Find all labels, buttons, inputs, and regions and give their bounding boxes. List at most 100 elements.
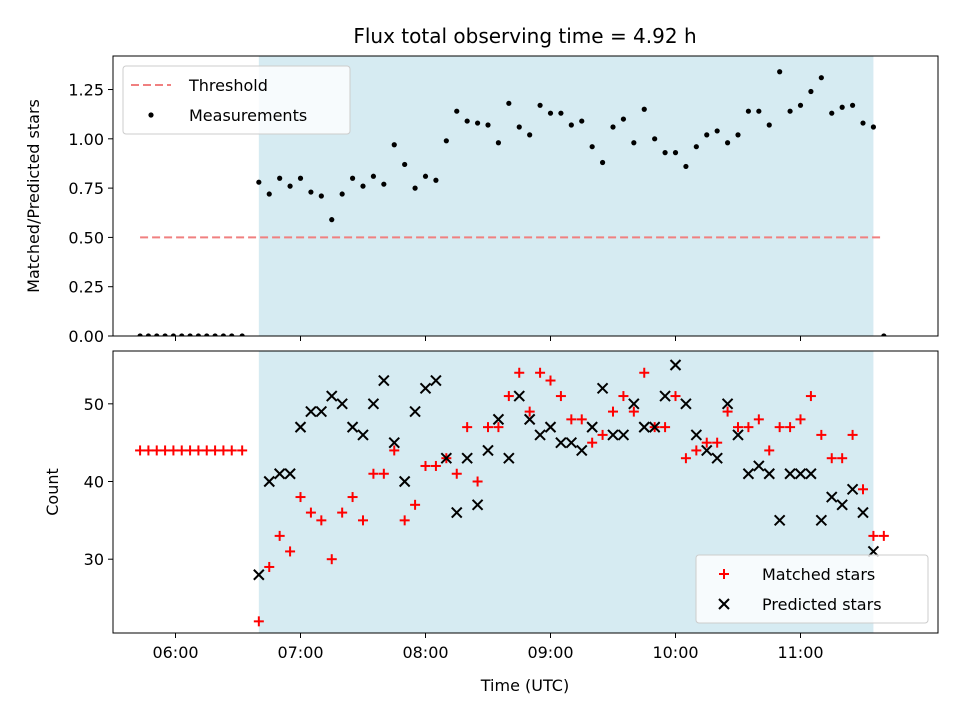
predicted-star-point (273, 468, 286, 480)
measurement-point (631, 140, 637, 146)
measurement-point (620, 116, 627, 122)
matched-star-point (847, 429, 858, 440)
measurement-point (589, 144, 595, 150)
matched-star-point (503, 391, 514, 402)
matched-star-point (226, 445, 237, 456)
measurement-point (693, 144, 699, 150)
matched-star-point (347, 492, 358, 503)
matched-star-point (837, 453, 848, 464)
y-tick-label: 1.00 (68, 130, 104, 149)
predicted-star-point (398, 475, 411, 488)
predicted-star-point (565, 436, 578, 449)
measurement-point (170, 333, 177, 336)
bottom-y-axis-label: Count (43, 468, 62, 516)
predicted-star-point (284, 468, 296, 480)
legend-box (695, 554, 929, 624)
y-tick-label: 1.25 (68, 81, 104, 100)
matched-star-point (253, 616, 264, 627)
measurement-point (599, 159, 606, 166)
legend-label: Measurements (189, 106, 307, 125)
measurement-point (547, 110, 554, 116)
matched-star-point (670, 391, 681, 402)
matched-star-point (185, 445, 196, 456)
y-tick-label: 30 (84, 550, 104, 569)
measurement-point (443, 138, 449, 144)
matched-star-point (743, 422, 754, 433)
plot-area (135, 359, 889, 627)
predicted-star-point (451, 506, 463, 519)
measurement-point (412, 185, 418, 191)
y-tick-label: 0.25 (68, 278, 104, 297)
predicted-star-point (326, 390, 338, 402)
predicted-star-point (826, 491, 838, 503)
matched-star-point (316, 515, 327, 526)
matched-star-point (483, 422, 493, 433)
matched-star-point (295, 492, 306, 503)
measurement-point (860, 120, 866, 126)
legend-predicted-swatch (718, 598, 730, 610)
predicted-star-point (617, 429, 630, 441)
measurement-point (704, 132, 710, 138)
measurement-point (402, 161, 408, 168)
top-panel: 0.00 0.25 0.50 0.75 1.00 1.25 Threshold Measure… (68, 55, 939, 346)
measurement-point (179, 333, 185, 336)
matched-star-point (358, 515, 368, 526)
y-tick-label: 0.50 (68, 228, 104, 247)
matched-star-point (410, 499, 421, 510)
matched-star-point (816, 429, 827, 440)
predicted-star-point (669, 359, 682, 371)
predicted-star-point (805, 468, 817, 480)
measurement-point (485, 122, 491, 128)
predicted-star-point (430, 374, 442, 387)
y-tick-label: 40 (84, 473, 104, 492)
measurement-point (349, 175, 356, 181)
legend: Matched stars Predicted stars (695, 554, 929, 624)
measurement-point (391, 142, 397, 148)
measurement-point (579, 118, 585, 124)
measurement-point (474, 120, 481, 126)
matched-star-point (628, 406, 639, 417)
predicted-star-point (638, 421, 650, 433)
predicted-star-point (721, 398, 734, 410)
measurement-point (422, 173, 429, 179)
x-tick-label: 06:00 (152, 643, 198, 662)
predicted-star-point (336, 398, 348, 410)
matched-star-point (545, 375, 556, 386)
predicted-star-point (648, 421, 661, 433)
matched-star-point (618, 391, 629, 402)
matched-star-point (451, 468, 462, 479)
legend: Threshold Measurements (122, 65, 351, 135)
measurement-point (318, 193, 324, 199)
predicted-star-point (482, 444, 494, 457)
predicted-star-point (305, 405, 317, 418)
matched-star-point (264, 561, 275, 572)
measurement-point (287, 183, 293, 189)
predicted-star-point (690, 429, 703, 441)
top-y-axis-label: Matched/Predicted stars (24, 99, 43, 293)
y-tick-label: 0.75 (68, 179, 104, 198)
measurement-point (537, 102, 543, 108)
measurement-point (714, 128, 720, 134)
measurement-point (849, 102, 856, 108)
measurement-point (745, 108, 752, 114)
measurement-point (297, 175, 304, 181)
observing-window-region (258, 56, 874, 336)
predicted-star-point (253, 569, 265, 581)
x-tick-label: 11:00 (777, 643, 823, 662)
matched-star-point (566, 414, 577, 425)
predicted-star-point (409, 405, 421, 418)
predicted-star-point (534, 429, 546, 441)
measurement-point (137, 333, 143, 336)
predicted-star-point (773, 514, 786, 527)
measurement-point (641, 106, 647, 112)
matched-star-point (878, 530, 889, 541)
legend-measurement-swatch (148, 112, 154, 118)
measurement-point (239, 333, 245, 336)
predicted-star-point (794, 468, 807, 480)
matched-star-point (378, 468, 389, 479)
predicted-star-point (742, 468, 755, 480)
predicted-star-point (523, 413, 536, 426)
measurement-point (464, 118, 470, 124)
matched-star-point (785, 422, 796, 433)
matched-star-point (389, 445, 400, 456)
